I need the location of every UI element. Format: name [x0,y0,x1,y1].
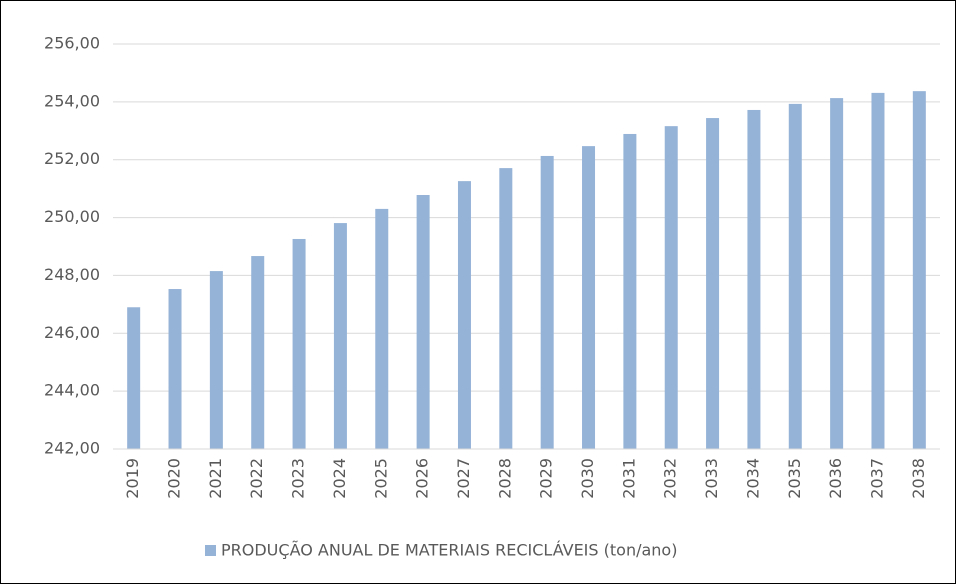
x-tick-label: 2025 [371,458,390,499]
bar [788,103,802,449]
x-tick-label: 2031 [619,458,638,499]
bar [706,118,720,450]
legend-label: PRODUÇÃO ANUAL DE MATERIAIS RECICLÁVEIS … [221,541,677,560]
bar [540,155,554,450]
x-tick-label: 2036 [826,458,845,499]
bar [375,208,389,449]
y-tick-label: 242,00 [44,439,100,458]
x-tick-label: 2020 [165,458,184,499]
x-tick-label: 2023 [289,458,308,499]
x-tick-label: 2032 [661,458,680,499]
legend-swatch [205,545,216,556]
bar [912,91,926,450]
bar [747,109,761,449]
bar [830,98,844,449]
x-tick-label: 2033 [702,458,721,499]
x-tick-label: 2026 [413,458,432,499]
y-tick-label: 248,00 [44,265,100,284]
x-tick-label: 2022 [247,458,266,499]
x-tick-label: 2024 [330,458,349,499]
y-tick-label: 246,00 [44,323,100,342]
bar [292,238,306,449]
x-tick-label: 2038 [909,458,928,499]
x-tick-label: 2029 [537,458,556,499]
x-tick-label: 2019 [123,458,142,499]
bar [416,195,430,449]
y-tick-label: 252,00 [44,149,100,168]
x-tick-label: 2034 [743,458,762,499]
bar [209,271,223,449]
bar [251,256,265,449]
bar [499,168,513,449]
bar [871,92,885,449]
x-tick-label: 2037 [867,458,886,499]
bar [333,223,347,449]
bar [664,126,678,450]
x-tick-label: 2035 [785,458,804,499]
y-tick-label: 250,00 [44,207,100,226]
x-tick-label: 2027 [454,458,473,499]
bar [623,133,637,450]
y-tick-label: 254,00 [44,91,100,110]
bar [168,289,182,449]
y-tick-label: 256,00 [44,34,100,53]
y-tick-label: 244,00 [44,381,100,400]
bar [457,181,471,449]
x-tick-label: 2021 [206,458,225,499]
bar [127,307,141,449]
x-tick-label: 2028 [495,458,514,499]
bar [582,146,596,449]
x-tick-label: 2030 [578,458,597,499]
